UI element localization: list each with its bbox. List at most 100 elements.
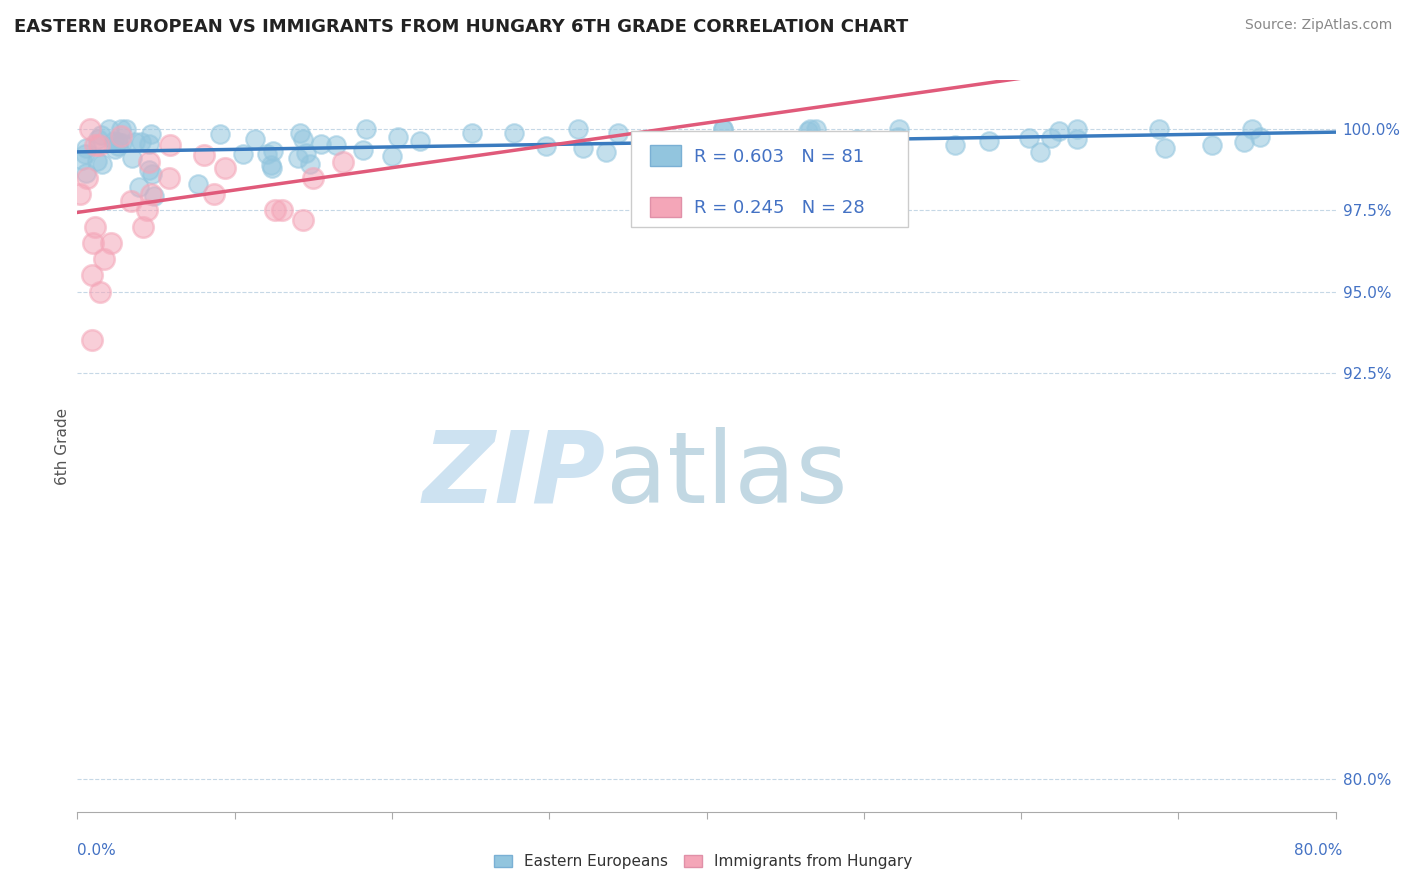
Point <box>98 122 121 136</box>
Point <box>595 145 617 160</box>
FancyBboxPatch shape <box>650 196 682 217</box>
Point <box>845 131 868 145</box>
Point <box>797 124 820 138</box>
Point <box>799 122 821 136</box>
Point <box>503 126 526 140</box>
Point <box>260 158 283 172</box>
Point <box>114 122 136 136</box>
Legend: Eastern Europeans, Immigrants from Hungary: Eastern Europeans, Immigrants from Hunga… <box>488 848 918 875</box>
Text: ZIP: ZIP <box>423 426 606 524</box>
Point <box>69 187 91 202</box>
Text: R = 0.603   N = 81: R = 0.603 N = 81 <box>695 148 865 166</box>
Point <box>1241 122 1264 136</box>
Point <box>1249 130 1271 145</box>
FancyBboxPatch shape <box>650 145 682 166</box>
Point <box>1066 122 1088 136</box>
Point <box>132 219 155 234</box>
Point <box>72 153 94 167</box>
Point <box>571 141 593 155</box>
Text: 0.0%: 0.0% <box>77 843 117 858</box>
Point <box>128 180 150 194</box>
Point <box>295 145 318 160</box>
Point <box>567 122 589 136</box>
Point <box>100 235 122 250</box>
Point <box>187 178 209 192</box>
Point <box>256 147 278 161</box>
Text: atlas: atlas <box>606 426 848 524</box>
Point <box>89 285 111 299</box>
Point <box>741 143 763 157</box>
Point <box>262 144 284 158</box>
Point <box>808 135 831 149</box>
Point <box>75 166 97 180</box>
Point <box>1201 138 1223 153</box>
Point <box>804 122 827 136</box>
Point <box>75 146 97 161</box>
Point <box>724 141 747 155</box>
Point <box>243 132 266 146</box>
Point <box>299 157 322 171</box>
Point <box>838 137 860 152</box>
Point <box>138 137 160 152</box>
Point <box>193 148 215 162</box>
Point <box>287 151 309 165</box>
Point <box>1029 145 1052 160</box>
Point <box>136 203 159 218</box>
Text: Source: ZipAtlas.com: Source: ZipAtlas.com <box>1244 18 1392 32</box>
Point <box>76 170 98 185</box>
Point <box>887 130 910 145</box>
Point <box>86 153 108 168</box>
Point <box>157 170 180 185</box>
Point <box>159 138 181 153</box>
Point <box>75 141 97 155</box>
Point <box>107 135 129 149</box>
Point <box>704 135 727 149</box>
Point <box>856 133 879 147</box>
Point <box>84 219 107 234</box>
Point <box>120 194 142 208</box>
Point <box>82 334 104 348</box>
Point <box>263 203 285 218</box>
Point <box>302 170 325 185</box>
Point <box>352 143 374 157</box>
Point <box>290 126 312 140</box>
Point <box>107 139 129 153</box>
Point <box>889 122 911 136</box>
Point <box>103 134 125 148</box>
Point <box>91 157 114 171</box>
Point <box>79 122 101 136</box>
Point <box>1018 131 1040 145</box>
Point <box>1039 130 1062 145</box>
Point <box>381 149 404 163</box>
Point <box>325 137 347 152</box>
Point <box>1066 132 1088 146</box>
Point <box>262 161 284 175</box>
Point <box>90 128 112 142</box>
Point <box>1147 122 1170 136</box>
Point <box>387 130 409 145</box>
Point <box>111 136 134 150</box>
Text: R = 0.245   N = 28: R = 0.245 N = 28 <box>695 199 865 218</box>
Point <box>129 135 152 149</box>
Point <box>80 268 103 283</box>
Point <box>943 137 966 152</box>
Point <box>309 137 332 152</box>
Point <box>89 138 111 153</box>
Point <box>110 122 132 136</box>
Point <box>408 134 430 148</box>
Point <box>651 137 673 152</box>
Point <box>139 127 162 141</box>
Point <box>270 203 292 218</box>
Point <box>143 188 166 202</box>
Point <box>82 235 104 250</box>
Text: EASTERN EUROPEAN VS IMMIGRANTS FROM HUNGARY 6TH GRADE CORRELATION CHART: EASTERN EUROPEAN VS IMMIGRANTS FROM HUNG… <box>14 18 908 36</box>
Text: 80.0%: 80.0% <box>1295 843 1343 858</box>
Point <box>141 187 163 202</box>
Point <box>232 146 254 161</box>
Point <box>202 187 225 202</box>
Point <box>356 122 378 136</box>
FancyBboxPatch shape <box>631 131 908 227</box>
Point <box>138 162 160 177</box>
Point <box>534 139 557 153</box>
Point <box>979 134 1001 148</box>
